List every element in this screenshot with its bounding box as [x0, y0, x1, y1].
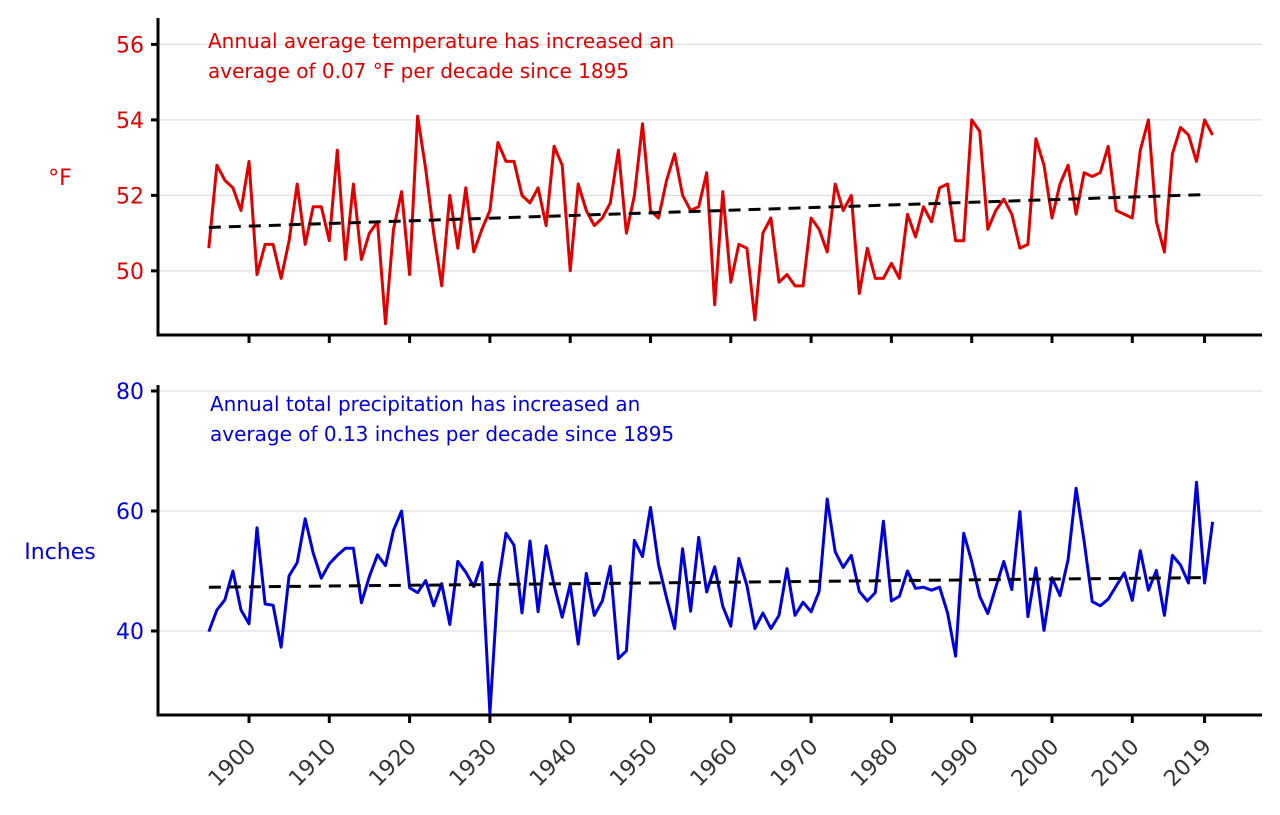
precipitation-ytick-label: 40 — [116, 620, 144, 645]
temperature-panel: 50 52 54 56 Annual average temperature has i… — [48, 18, 1262, 343]
temperature-series-line — [207, 114, 1214, 326]
x-tick-label: 1920 — [365, 735, 422, 792]
x-tick-label: 1930 — [445, 735, 502, 792]
precipitation-annotation-line: average of 0.13 inches per decade since … — [210, 422, 674, 446]
x-tick-label: 2000 — [1007, 735, 1064, 792]
temperature-ytick-label: 52 — [116, 184, 144, 209]
temperature-trend-line — [208, 193, 1205, 229]
temperature-annotation-line: average of 0.07 °F per decade since 1895 — [208, 59, 629, 83]
precipitation-y-label: Inches — [24, 540, 95, 565]
temperature-ytick-label: 56 — [116, 33, 144, 58]
x-tick-label: 2019 — [1160, 735, 1217, 792]
x-tick-label: 1900 — [204, 735, 261, 792]
temperature-ytick-label: 54 — [116, 109, 144, 134]
x-tick-label: 1990 — [927, 735, 984, 792]
x-tick-label: 1950 — [605, 735, 662, 792]
temperature-ytick-label: 50 — [116, 260, 144, 285]
temperature-y-label: °F — [48, 166, 72, 191]
x-tick-label: 1970 — [766, 735, 823, 792]
precipitation-annotation-line: Annual total precipitation has increased… — [210, 392, 640, 416]
x-tick-label: 1960 — [686, 735, 743, 792]
temperature-annotation-line: Annual average temperature has increased… — [208, 29, 674, 53]
precipitation-ytick-label: 80 — [116, 380, 144, 405]
x-tick-label: 1980 — [846, 735, 903, 792]
precipitation-ytick-label: 60 — [116, 500, 144, 525]
x-tick-label: 1910 — [284, 735, 341, 792]
precipitation-trend-line — [208, 576, 1205, 589]
x-axis: 1900 1910 1920 1930 1940 1950 1960 1970 1980 1990… — [204, 735, 1217, 792]
precipitation-panel: 40 60 80 Annual total precipitation has inc… — [24, 380, 1262, 723]
precipitation-series-line — [207, 480, 1215, 715]
x-tick-label: 2010 — [1087, 735, 1144, 792]
x-tick-label: 1940 — [525, 735, 582, 792]
